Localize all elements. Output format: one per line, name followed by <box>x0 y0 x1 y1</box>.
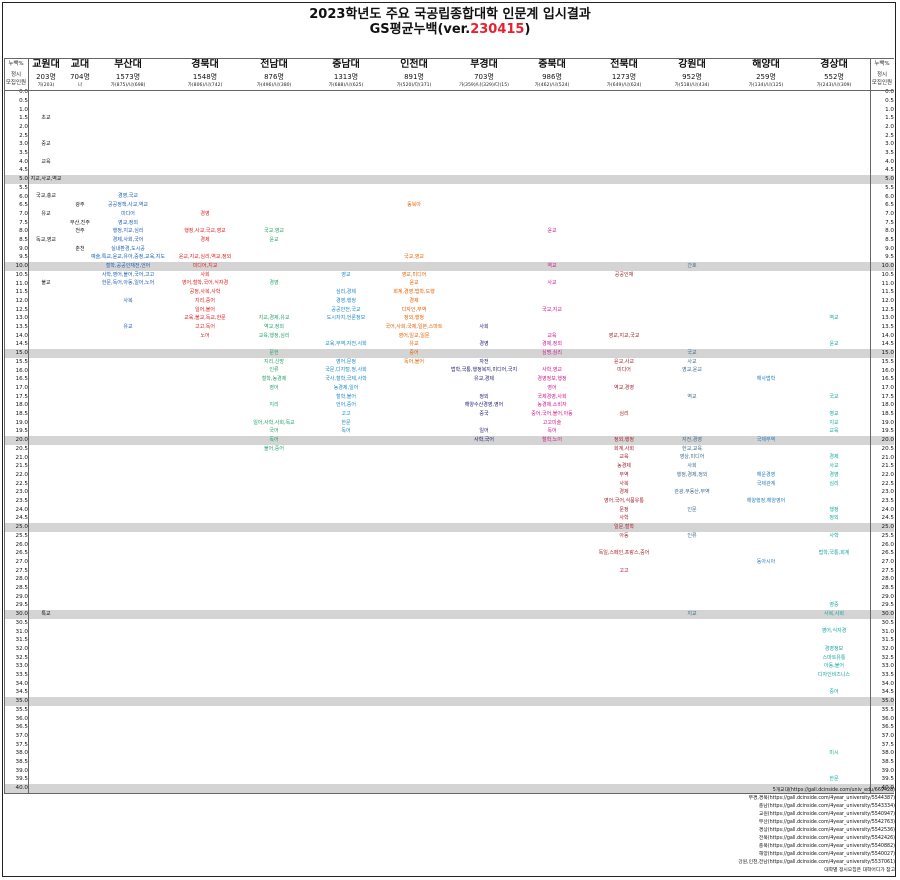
univ-name: 부산대 <box>114 59 142 70</box>
left-header-quota-label2: 모집인원 <box>5 80 27 86</box>
left-header-quota-label: 정시 <box>10 72 22 78</box>
source-line: 대학별 정시모집은 대학어디가 참고 <box>824 868 895 873</box>
univ-name: 경북대 <box>191 59 219 70</box>
univ-name: 충북대 <box>538 59 566 70</box>
univ-quota: 1313명 <box>333 73 359 81</box>
univ-quota-split: 가(462)/나(524) <box>534 83 570 88</box>
subtitle-prefix: GS평균누백(ver. <box>369 22 471 37</box>
right-header-quota-label: 정시 <box>876 72 888 78</box>
univ-quota: 952명 <box>682 73 702 81</box>
univ-quota: 704명 <box>70 73 90 81</box>
page-title: 2023학년도 주요 국공립종합대학 인문계 입시결과 <box>309 7 591 22</box>
univ-name: 강원대 <box>678 59 706 70</box>
univ-quota: 1548명 <box>192 73 218 81</box>
right-header-quota-label2: 모집인원 <box>871 80 893 86</box>
univ-quota-split: 가(520)/다(371) <box>396 83 432 88</box>
univ-quota-split: 가(243)/나(309) <box>816 83 852 88</box>
univ-name: 인천대 <box>400 59 428 70</box>
source-line: 5개교대(https://gall.dcinside.com/univ_edu/… <box>772 788 895 793</box>
source-line: 부경,경북(https://gall.dcinside.com/4year_un… <box>748 796 895 801</box>
univ-quota-split: 가(688)/나(625) <box>328 83 364 88</box>
univ-name: 전북대 <box>610 59 638 70</box>
univ-quota-split: 가(875)/나(698) <box>110 83 146 88</box>
univ-quota: 1573명 <box>115 73 141 81</box>
univ-quota-split: 가(806)/나(742) <box>187 83 223 88</box>
right-header-top: 누백% <box>874 61 890 67</box>
univ-name: 교원대 <box>32 59 60 70</box>
source-line: 경상(https://gall.dcinside.com/4year_unive… <box>758 828 895 833</box>
univ-name: 경상대 <box>820 59 848 70</box>
source-line: 전북(https://gall.dcinside.com/4year_unive… <box>758 836 895 841</box>
univ-quota-split: 나 <box>77 83 83 88</box>
univ-quota: 259명 <box>756 73 776 81</box>
univ-quota: 891명 <box>404 73 424 81</box>
univ-name: 부경대 <box>470 59 498 70</box>
source-line: 교원(https://gall.dcinside.com/4year_unive… <box>758 812 895 817</box>
univ-quota: 203명 <box>36 73 56 81</box>
univ-quota: 703명 <box>474 73 494 81</box>
univ-quota-split: 가(496)/나(380) <box>256 83 292 88</box>
univ-quota-split: 가(203) <box>37 83 55 88</box>
page-subtitle: GS평균누백(ver.230415) <box>0 18 900 37</box>
univ-name: 전남대 <box>260 59 288 70</box>
left-header-top: 누백% <box>8 61 24 67</box>
subtitle-suffix: ) <box>524 22 531 37</box>
source-line: 해양(https://gall.dcinside.com/4year_unive… <box>758 852 895 857</box>
subtitle-version: 230415 <box>470 22 525 37</box>
source-line: 부산(https://gall.dcinside.com/4year_unive… <box>758 820 895 825</box>
univ-quota-split: 가(359)/나(329)/다(15) <box>459 83 509 88</box>
univ-quota-split: 가(649)/나(624) <box>606 83 642 88</box>
univ-name: 충남대 <box>332 59 360 70</box>
source-line: 충남(https://gall.dcinside.com/4year_unive… <box>758 804 895 809</box>
univ-quota-split: 가(134)/나(125) <box>748 83 784 88</box>
univ-quota: 1273명 <box>611 73 637 81</box>
univ-name: 해양대 <box>752 59 780 70</box>
univ-quota: 876명 <box>264 73 284 81</box>
source-line: 충북(https://gall.dcinside.com/4year_unive… <box>758 844 895 849</box>
univ-quota: 986명 <box>542 73 562 81</box>
univ-name: 교대 <box>70 59 90 70</box>
univ-quota: 552명 <box>824 73 844 81</box>
univ-quota-split: 가(518)/나(434) <box>674 83 710 88</box>
source-line: 강원,인천,전남(https://gall.dcinside.com/4year… <box>738 860 895 865</box>
